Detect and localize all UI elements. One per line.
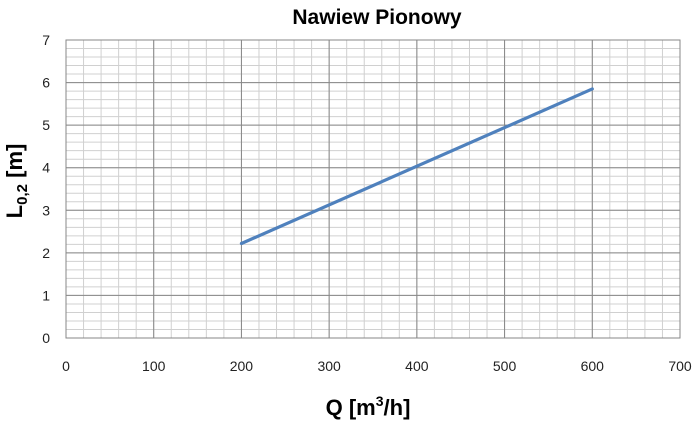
y-axis-title-main: L [2, 205, 27, 218]
y-axis-title-tail: [m] [2, 144, 27, 184]
x-tick-label: 700 [668, 358, 692, 374]
y-tick-label: 4 [42, 160, 50, 176]
y-tick-label: 2 [42, 245, 50, 261]
y-tick-label: 0 [42, 330, 50, 346]
major-grid [65, 39, 681, 339]
x-axis-title: Q [m3/h] [326, 393, 411, 420]
x-tick-label: 600 [581, 358, 605, 374]
x-tick-label: 0 [62, 358, 70, 374]
plot-area-frame [65, 39, 681, 339]
series-layer [239, 87, 594, 246]
y-tick-label: 3 [42, 202, 50, 218]
series-line [239, 87, 594, 246]
x-tick-label: 100 [142, 358, 166, 374]
y-tick-label: 5 [42, 117, 50, 133]
x-tick-label: 200 [230, 358, 254, 374]
x-axis-ticks: 0 100 200 300 400 500 600 700 [62, 358, 692, 374]
x-axis-title-superscript: 3 [376, 393, 384, 409]
x-axis-title-tail: /h] [384, 395, 411, 420]
y-tick-label: 1 [42, 287, 50, 303]
y-axis-title: L0,2 [m] [2, 144, 31, 219]
x-tick-label: 500 [493, 358, 517, 374]
chart-title: Nawiew Pionowy [292, 6, 462, 29]
y-axis-title-subscript: 0,2 [14, 184, 31, 205]
y-tick-label: 6 [42, 75, 50, 91]
x-tick-label: 400 [405, 358, 429, 374]
x-axis-title-main: Q [m [326, 395, 376, 420]
minor-grid [66, 40, 680, 338]
y-tick-label: 7 [42, 32, 50, 48]
x-tick-label: 300 [317, 358, 341, 374]
y-axis-ticks: 0 1 2 3 4 5 6 7 [42, 32, 50, 346]
